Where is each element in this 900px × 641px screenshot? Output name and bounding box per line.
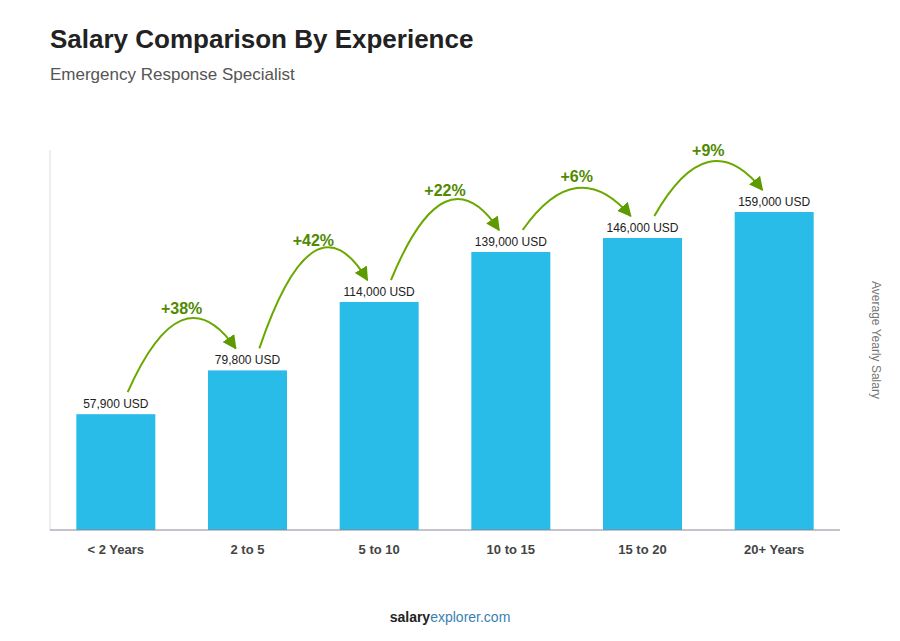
data-label: 79,800 USD	[215, 353, 281, 367]
change-arrow	[654, 161, 762, 216]
x-tick-label: < 2 Years	[88, 542, 145, 557]
chart: Salary Comparison By Experience Emergency…	[0, 0, 900, 641]
change-arrow	[391, 199, 499, 280]
x-tick-label: 20+ Years	[744, 542, 804, 557]
x-tick-label: 2 to 5	[231, 542, 265, 557]
data-label: 146,000 USD	[606, 221, 678, 235]
x-tick-label: 15 to 20	[618, 542, 666, 557]
bars	[76, 212, 813, 530]
data-label: 159,000 USD	[738, 195, 810, 209]
annotation: +42%	[293, 232, 334, 249]
bar	[208, 370, 287, 530]
y-axis-line	[50, 150, 51, 530]
data-label: 114,000 USD	[344, 285, 415, 299]
data-label: 139,000 USD	[475, 235, 547, 249]
x-axis-line	[50, 530, 840, 531]
bar	[471, 252, 550, 530]
title: Salary Comparison By Experience	[50, 24, 473, 54]
chart-container: Salary Comparison By Experience Emergency…	[0, 0, 900, 641]
data-label: 57,900 USD	[83, 397, 149, 411]
annotation: +6%	[560, 168, 592, 185]
x-tick-label: 10 to 15	[487, 542, 535, 557]
annotation: +38%	[161, 300, 202, 317]
change-arrow	[128, 318, 236, 392]
x-tick-label: 5 to 10	[359, 542, 400, 557]
footer: salaryexplorer.com	[390, 609, 511, 625]
bar	[76, 414, 155, 530]
subtitle: Emergency Response Specialist	[50, 65, 295, 84]
bar	[340, 302, 419, 530]
change-arrow	[259, 247, 367, 348]
footer-part: explorer.com	[430, 609, 510, 625]
bar	[603, 238, 682, 530]
y-axis-label: Average Yearly Salary	[869, 281, 883, 399]
bar	[735, 212, 814, 530]
annotation: +22%	[424, 182, 465, 199]
footer-part: salary	[390, 609, 431, 625]
annotation: +9%	[692, 142, 724, 159]
change-arrow	[523, 188, 631, 230]
